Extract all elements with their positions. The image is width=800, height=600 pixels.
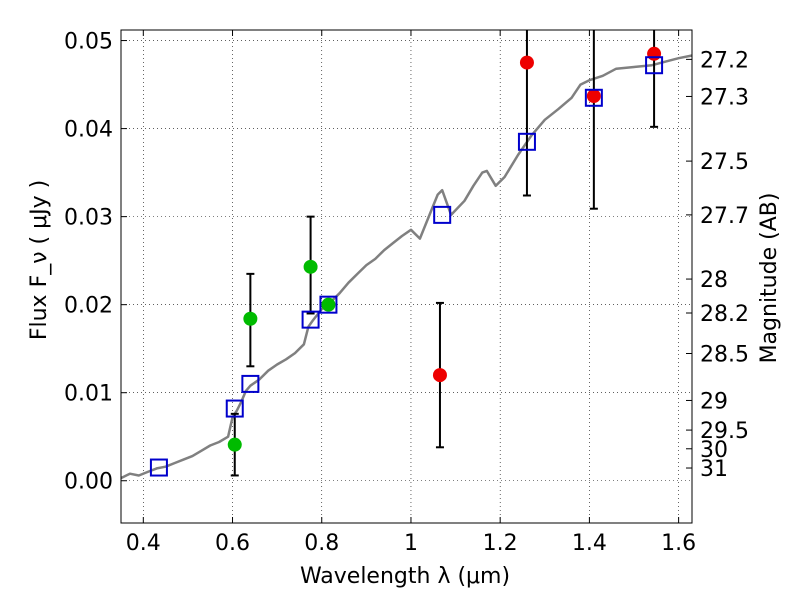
data-point [647, 46, 662, 61]
right-tick-label: 28.5 [700, 342, 749, 367]
right-tick-label: 31 [700, 457, 728, 482]
right-tick-label: 27.7 [700, 204, 749, 229]
x-tick-label: 1.2 [483, 531, 518, 556]
x-axis-label: Wavelength λ (μm) [300, 564, 510, 589]
model-point [149, 458, 168, 477]
right-tick-label: 28 [700, 268, 728, 293]
right-tick-label: 30 [700, 438, 728, 463]
plot-frame [120, 29, 693, 524]
x-tick-label: 1.4 [572, 531, 607, 556]
y-tick-label: 0.03 [64, 206, 113, 231]
model-point [433, 205, 452, 224]
right-tick-label: 29.5 [700, 419, 749, 444]
data-point [321, 297, 336, 312]
y-tick-label: 0.04 [64, 118, 113, 143]
y-axis-label-right: Magnitude (AB) [757, 193, 782, 364]
model-point [241, 374, 260, 393]
model-point [301, 310, 320, 329]
y-tick-label: 0.02 [64, 294, 113, 319]
data-series [120, 30, 693, 480]
axes: 0.4 0.6 0.8 1 1.2 1.4 1.6 0.00 0.01 0.02 0.03 0.04 0… [64, 30, 749, 556]
model-point [319, 295, 338, 314]
right-tick-label: 27.3 [700, 85, 749, 110]
right-tick-label: 29 [700, 389, 728, 414]
model-point [225, 399, 244, 418]
y-tick-label: 0.00 [64, 470, 113, 495]
spectrum-line [120, 54, 693, 480]
data-point [303, 259, 318, 274]
y-tick-label: 0.05 [64, 30, 113, 55]
y-tick-label: 0.01 [64, 382, 113, 407]
x-tick-label: 0.4 [126, 531, 161, 556]
x-tick-label: 1.6 [661, 531, 696, 556]
data-point [586, 89, 601, 104]
data-point [227, 437, 242, 452]
x-tick-label: 0.8 [304, 531, 339, 556]
y-axis-label: Flux F_ν ( μJy ) [27, 180, 52, 340]
data-point [432, 368, 447, 383]
data-point [243, 311, 258, 326]
right-tick-label: 27.5 [700, 150, 749, 175]
model-point [517, 132, 536, 151]
x-tick-label: 1 [404, 531, 418, 556]
data-point [519, 55, 534, 70]
model-point [645, 56, 664, 75]
right-tick-label: 28.2 [700, 302, 749, 327]
x-tick-label: 0.6 [215, 531, 250, 556]
right-tick-label: 27.2 [700, 48, 749, 73]
model-point [584, 88, 603, 107]
